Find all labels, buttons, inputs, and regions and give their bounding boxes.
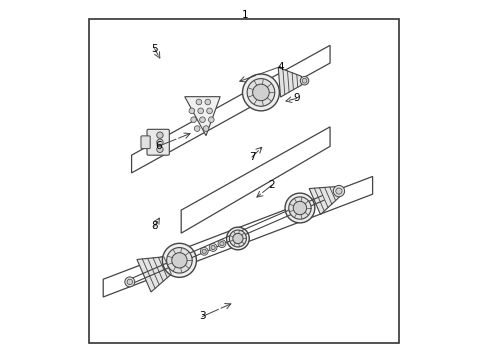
Circle shape <box>253 84 269 101</box>
Circle shape <box>336 188 342 194</box>
Circle shape <box>125 277 135 287</box>
FancyBboxPatch shape <box>141 136 150 149</box>
Circle shape <box>229 230 246 247</box>
Text: 8: 8 <box>151 221 158 231</box>
Polygon shape <box>103 176 372 297</box>
Text: 1: 1 <box>242 10 248 20</box>
Circle shape <box>285 193 315 223</box>
Circle shape <box>157 139 163 145</box>
Circle shape <box>302 78 307 83</box>
Circle shape <box>157 132 163 138</box>
Text: 3: 3 <box>199 311 206 321</box>
Circle shape <box>198 108 203 114</box>
Circle shape <box>208 117 214 122</box>
Circle shape <box>205 99 211 105</box>
Circle shape <box>191 117 196 122</box>
Text: 2: 2 <box>268 180 275 190</box>
Circle shape <box>172 253 187 268</box>
Circle shape <box>289 197 311 219</box>
Polygon shape <box>137 256 175 292</box>
Circle shape <box>195 126 200 131</box>
Bar <box>89 19 399 343</box>
Circle shape <box>247 78 275 106</box>
Circle shape <box>226 227 249 250</box>
Text: 9: 9 <box>293 94 300 103</box>
Circle shape <box>220 242 224 246</box>
Circle shape <box>200 247 208 255</box>
Circle shape <box>209 244 217 251</box>
Circle shape <box>162 243 196 277</box>
Polygon shape <box>181 127 330 233</box>
Circle shape <box>218 240 226 248</box>
Circle shape <box>203 126 209 131</box>
Circle shape <box>293 201 307 215</box>
Circle shape <box>333 185 344 197</box>
Circle shape <box>199 117 205 122</box>
Circle shape <box>233 233 243 244</box>
Circle shape <box>207 108 212 114</box>
Circle shape <box>300 76 309 85</box>
Text: 4: 4 <box>277 62 284 72</box>
Circle shape <box>189 108 195 114</box>
FancyBboxPatch shape <box>147 129 170 155</box>
Text: 6: 6 <box>155 141 162 151</box>
Circle shape <box>196 99 202 105</box>
Circle shape <box>243 74 279 111</box>
Circle shape <box>211 246 215 249</box>
Polygon shape <box>309 186 340 215</box>
Circle shape <box>202 249 206 253</box>
Text: 5: 5 <box>151 44 158 54</box>
Circle shape <box>157 146 163 153</box>
Text: 7: 7 <box>249 152 255 162</box>
Polygon shape <box>132 45 330 173</box>
Polygon shape <box>278 67 302 97</box>
Circle shape <box>167 248 192 273</box>
Circle shape <box>127 279 132 285</box>
Polygon shape <box>185 97 220 136</box>
